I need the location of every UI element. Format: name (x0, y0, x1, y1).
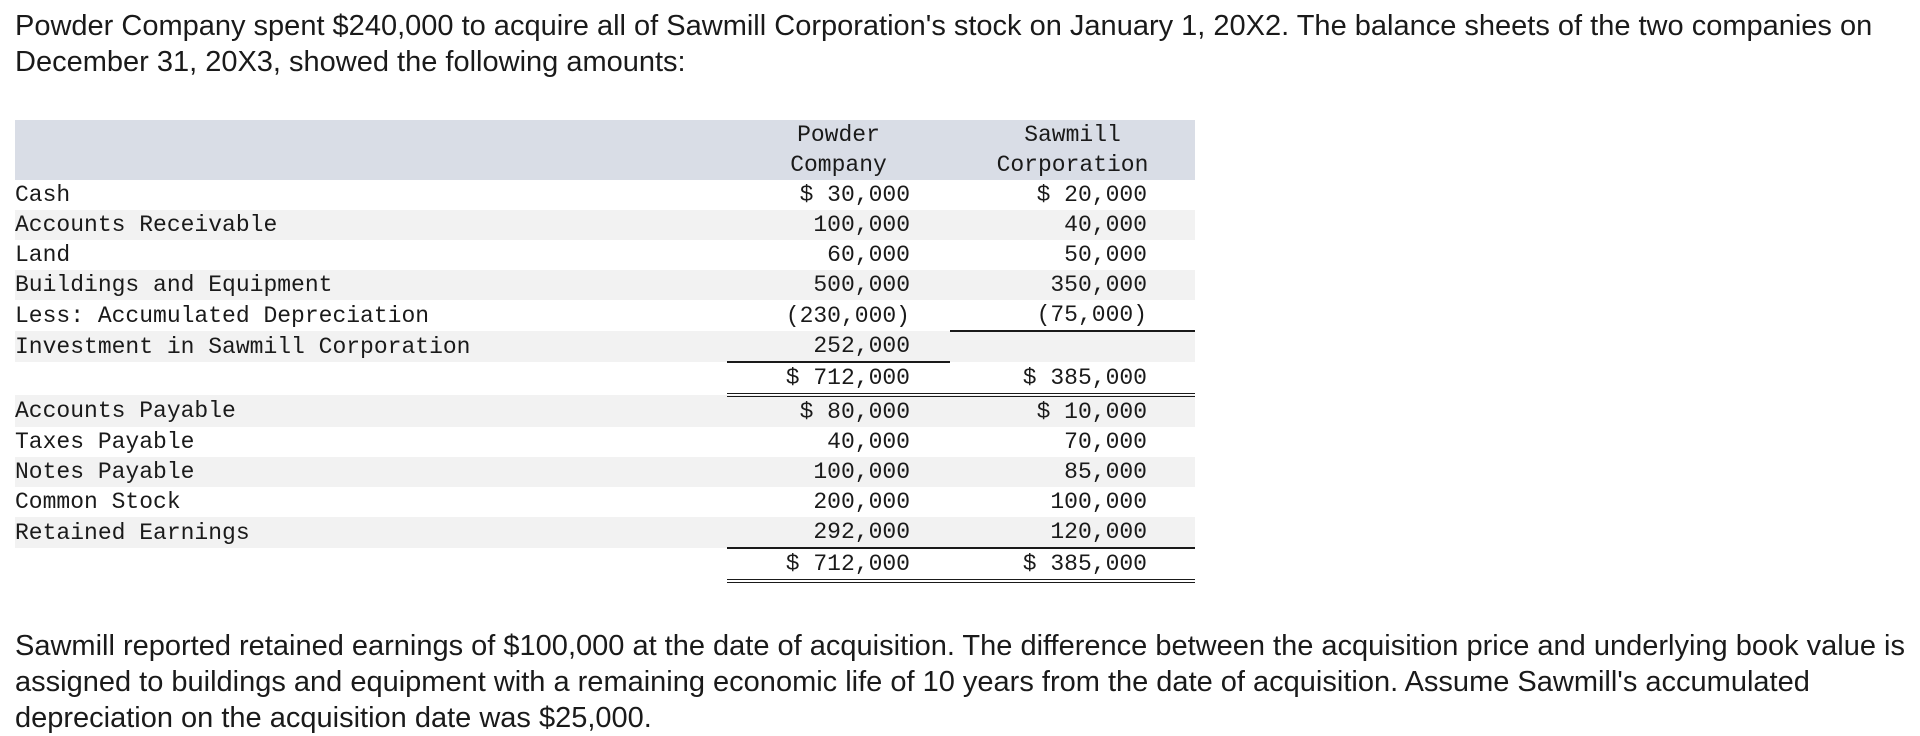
header-sawmill-line1: Sawmill (1024, 122, 1121, 148)
table-row: Notes Payable 100,000 85,000 (15, 457, 1195, 487)
powder-total-assets: $ 712,000 (727, 362, 950, 397)
header-sawmill-corporation: Sawmill Corporation (950, 120, 1195, 180)
powder-retained-earnings: 292,000 (727, 517, 950, 549)
table-header-row: Powder Company Sawmill Corporation (15, 120, 1195, 180)
header-sawmill-line2: Corporation (996, 152, 1149, 178)
sawmill-retained-earnings: 120,000 (950, 517, 1195, 549)
powder-cash: $ 30,000 (799, 182, 910, 208)
row-label-retained-earnings: Retained Earnings (15, 517, 727, 548)
row-label-accounts-receivable: Accounts Receivable (15, 210, 727, 240)
header-powder-line2: Company (790, 152, 887, 178)
problem-note: Sawmill reported retained earnings of $1… (15, 630, 1905, 734)
row-label-buildings-equipment: Buildings and Equipment (15, 270, 727, 300)
table-row: Retained Earnings 292,000 120,000 (15, 517, 1195, 549)
sawmill-taxes-payable: 70,000 (1064, 429, 1147, 455)
powder-total-liabilities-equity: $ 712,000 (727, 548, 950, 583)
balance-sheet-table: Powder Company Sawmill Corporation Cash … (15, 120, 1195, 583)
table-row: Accounts Receivable 100,000 40,000 (15, 210, 1195, 240)
row-label-total-assets-blank (15, 362, 727, 395)
table-row: Land 60,000 50,000 (15, 240, 1195, 270)
row-label-notes-payable: Notes Payable (15, 457, 727, 487)
row-label-investment-sawmill: Investment in Sawmill Corporation (15, 331, 727, 362)
table-row: Buildings and Equipment 500,000 350,000 (15, 270, 1195, 300)
table-row: Cash $ 30,000 $ 20,000 (15, 180, 1195, 210)
header-powder-company: Powder Company (727, 120, 950, 180)
sawmill-total-assets: $ 385,000 (950, 362, 1195, 397)
problem-intro: Powder Company spent $240,000 to acquire… (15, 10, 1873, 78)
powder-taxes-payable: 40,000 (827, 429, 910, 455)
sawmill-common-stock: 100,000 (1050, 489, 1147, 515)
sawmill-notes-payable: 85,000 (950, 457, 1195, 487)
table-row: Less: Accumulated Depreciation (230,000)… (15, 300, 1195, 332)
sawmill-accounts-payable: $ 10,000 (950, 395, 1195, 427)
row-label-accumulated-depreciation: Less: Accumulated Depreciation (15, 302, 430, 329)
sawmill-accounts-receivable: 40,000 (950, 210, 1195, 240)
table-row: Taxes Payable 40,000 70,000 (15, 427, 1195, 457)
powder-buildings-equipment: 500,000 (727, 270, 950, 300)
row-label-common-stock: Common Stock (15, 489, 181, 515)
powder-accumulated-depreciation: (230,000) (785, 302, 910, 329)
table-row: Investment in Sawmill Corporation 252,00… (15, 331, 1195, 363)
powder-accounts-payable: $ 80,000 (727, 395, 950, 427)
row-label-land: Land (15, 242, 71, 268)
header-blank (15, 120, 727, 180)
row-label-total-liabilities-blank (15, 548, 727, 581)
header-powder-line1: Powder (797, 122, 880, 148)
powder-investment-sawmill: 252,000 (727, 331, 950, 363)
powder-notes-payable: 100,000 (727, 457, 950, 487)
powder-common-stock: 200,000 (813, 489, 910, 515)
sawmill-investment-sawmill (950, 331, 1195, 362)
powder-land: 60,000 (827, 242, 910, 268)
row-label-taxes-payable: Taxes Payable (15, 429, 195, 455)
table-row-total-assets: $ 712,000 $ 385,000 (15, 362, 1195, 397)
sawmill-buildings-equipment: 350,000 (950, 270, 1195, 300)
row-label-accounts-payable: Accounts Payable (15, 395, 727, 427)
table-row: Common Stock 200,000 100,000 (15, 487, 1195, 517)
row-label-cash: Cash (15, 182, 71, 208)
sawmill-accumulated-depreciation: (75,000) (950, 300, 1195, 332)
sawmill-cash: $ 20,000 (1036, 182, 1147, 208)
powder-accounts-receivable: 100,000 (727, 210, 950, 240)
sawmill-total-liabilities-equity: $ 385,000 (950, 548, 1195, 583)
table-row-total-liabilities-equity: $ 712,000 $ 385,000 (15, 548, 1195, 583)
sawmill-land: 50,000 (1064, 242, 1147, 268)
table-row: Accounts Payable $ 80,000 $ 10,000 (15, 395, 1195, 427)
